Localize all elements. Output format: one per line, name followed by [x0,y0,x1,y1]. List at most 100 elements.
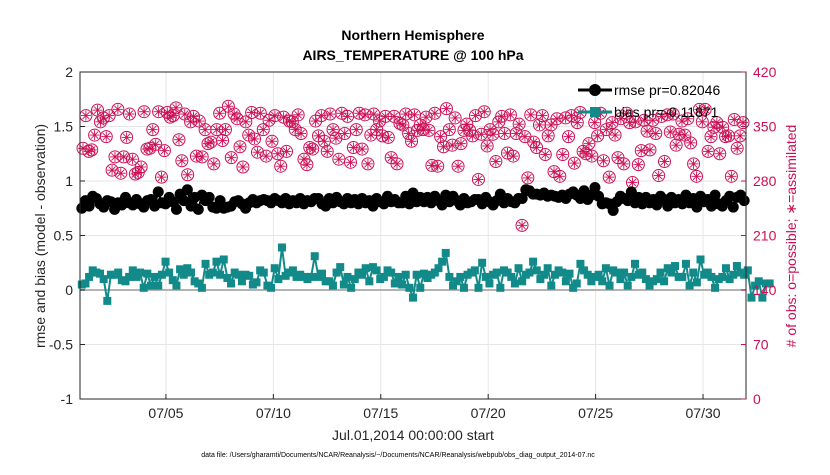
obs-point [343,155,357,169]
obs-assimilated-star-stroke [425,126,433,135]
bias-point [485,279,494,288]
obs-assimilated-star-stroke [489,130,497,139]
obs-assimilated-star-stroke [305,143,314,152]
obs-assimilated-star-stroke [526,110,535,119]
obs-point [562,130,576,144]
bias-point [430,268,439,277]
bias-point [612,268,621,277]
obs-possible-circle [253,106,267,120]
obs-assimilated-star-stroke [672,141,680,150]
obs-assimilated-star-stroke [381,112,390,121]
obs-point [306,142,320,156]
obs-possible-circle [361,157,375,171]
obs-point [503,108,517,122]
obs-possible-circle [469,109,483,123]
obs-point [498,127,512,141]
bias-point [620,268,629,277]
obs-assimilated-star-stroke [535,121,544,129]
bias-point [194,279,203,288]
obs-assimilated-star-stroke [137,163,146,171]
obs-point [687,157,701,171]
obs-point [239,115,253,129]
obs-point [649,127,663,141]
obs-assimilated-star-stroke [689,160,698,168]
obs-point [134,160,148,174]
obs-assimilated-star-stroke [297,129,305,138]
obs-point [111,102,125,116]
legend-rmse-label: rmse pr=0.82046 [614,82,720,98]
data-file-footnote: data file: /Users/gharamti/Documents/NCA… [201,452,595,459]
rmse-point [738,195,750,207]
bias-point [652,275,661,284]
bias-point [525,268,534,277]
y-left-tick-label: 2 [65,64,73,80]
obs-point [477,105,491,119]
obs-point [657,155,671,169]
bias-point [550,270,559,279]
rmse-point [607,204,619,216]
obs-point [538,148,552,162]
rmse-series [76,182,750,216]
obs-possible-circle [85,143,99,157]
obs-assimilated-star-stroke [215,109,224,118]
bias-point [372,266,381,275]
obs-point [495,109,509,123]
obs-point [79,109,93,123]
obs-possible-circle [320,144,334,158]
y-right-tick-label: 280 [753,173,777,189]
obs-point [532,118,546,132]
obs-possible-circle [570,116,584,130]
bias-point [99,275,108,284]
obs-point [582,137,596,151]
obs-assimilated-star-stroke [111,153,119,161]
obs-assimilated-star-stroke [564,132,573,141]
bias-point [227,279,236,288]
obs-possible-circle [434,130,448,144]
obs-assimilated-star-stroke [387,153,396,162]
bias-point [387,268,396,277]
obs-point [259,149,273,163]
bias-point [267,283,276,292]
rmse-point [709,189,721,201]
obs-possible-circle [684,136,698,150]
obs-possible-circle [381,130,395,144]
obs-point [91,103,105,117]
bias-point [416,283,425,292]
obs-assimilated-star-stroke [660,157,669,166]
bias-point [747,293,756,302]
obs-assimilated-star-stroke [555,172,564,181]
obs-assimilated-star-stroke [442,104,451,113]
obs-point [695,115,709,129]
obs-assimilated-star-stroke [541,150,550,159]
obs-assimilated-star-stroke [285,117,294,125]
obs-assimilated-star-stroke [451,114,460,122]
rmse-point [181,184,193,196]
obs-assimilated-star-stroke [96,117,105,126]
bias-point [656,268,665,277]
obs-point [428,106,442,120]
bias-point [623,281,632,290]
bias-point [663,264,672,273]
obs-possible-circle [99,130,113,144]
bias-point [681,259,690,268]
bias-point [361,264,370,273]
obs-possible-circle [224,151,238,165]
bias-point [558,268,567,277]
obs-point [439,102,453,116]
obs-point [85,143,99,157]
obs-possible-circle [280,144,294,158]
obs-point [320,144,334,158]
obs-assimilated-star-stroke [512,129,521,138]
obs-point [535,109,549,123]
y-right-tick-label: 350 [753,119,777,135]
obs-assimilated-star-stroke [585,139,593,148]
obs-possible-circle [596,154,610,168]
obs-possible-circle [628,115,642,129]
bias-point [572,279,581,288]
bias-point [419,269,428,278]
axis-ticks: 07/05 07/10 07/15 07/20 07/25 07/30 -1 -0.5 0 0.5… [49,64,777,421]
obs-assimilated-star-stroke [692,172,701,181]
obs-point [666,107,680,121]
obs-point [152,105,166,119]
obs-assimilated-star-stroke [241,117,250,126]
